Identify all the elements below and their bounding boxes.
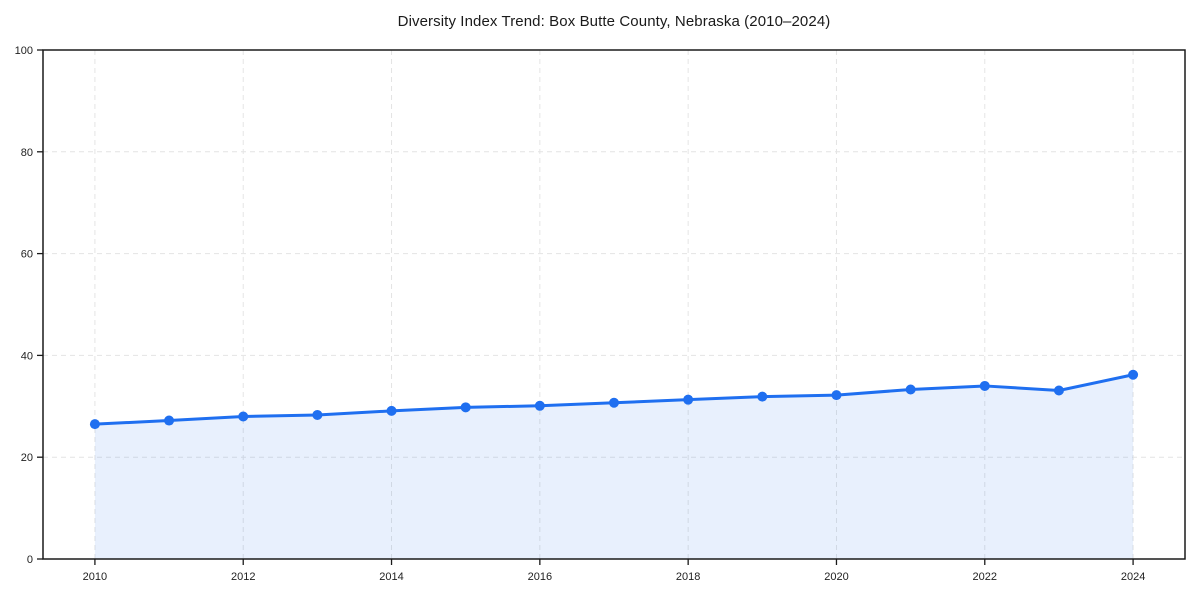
data-point-marker bbox=[609, 397, 619, 408]
data-point-marker bbox=[89, 419, 100, 430]
data-point-marker bbox=[460, 402, 471, 413]
y-tick-label: 100 bbox=[15, 45, 33, 57]
data-point-marker bbox=[386, 405, 397, 416]
data-point-marker bbox=[979, 380, 990, 391]
data-point-marker bbox=[238, 411, 249, 422]
data-point-marker bbox=[905, 384, 916, 395]
x-tick-label: 2020 bbox=[824, 571, 848, 583]
data-point-marker bbox=[164, 415, 175, 426]
data-point-marker bbox=[1053, 385, 1064, 396]
y-tick-label: 40 bbox=[21, 350, 33, 362]
data-point-marker bbox=[831, 390, 842, 401]
x-tick-label: 2014 bbox=[379, 571, 403, 583]
data-point-marker bbox=[1128, 369, 1139, 380]
y-tick-label: 0 bbox=[27, 554, 33, 566]
data-point-marker bbox=[683, 394, 694, 405]
data-point-marker bbox=[312, 409, 323, 420]
y-tick-label: 60 bbox=[21, 249, 33, 261]
plot-frame bbox=[42, 49, 1186, 560]
y-tick-label: 20 bbox=[21, 452, 33, 464]
data-point-marker bbox=[534, 400, 545, 411]
y-tick-label: 80 bbox=[21, 147, 33, 159]
x-tick-label: 2018 bbox=[676, 571, 700, 583]
x-tick-label: 2022 bbox=[973, 571, 997, 583]
series-area-fill bbox=[94, 374, 1134, 559]
x-tick-label: 2016 bbox=[528, 571, 552, 583]
x-tick-label: 2024 bbox=[1121, 571, 1145, 583]
chart-title: Diversity Index Trend: Box Butte County,… bbox=[397, 13, 831, 30]
x-tick-label: 2012 bbox=[231, 571, 255, 583]
x-tick-label: 2010 bbox=[83, 571, 107, 583]
data-point-marker bbox=[757, 391, 768, 402]
